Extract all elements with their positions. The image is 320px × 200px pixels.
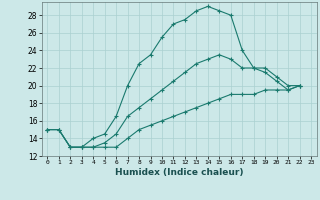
X-axis label: Humidex (Indice chaleur): Humidex (Indice chaleur) xyxy=(115,168,244,177)
